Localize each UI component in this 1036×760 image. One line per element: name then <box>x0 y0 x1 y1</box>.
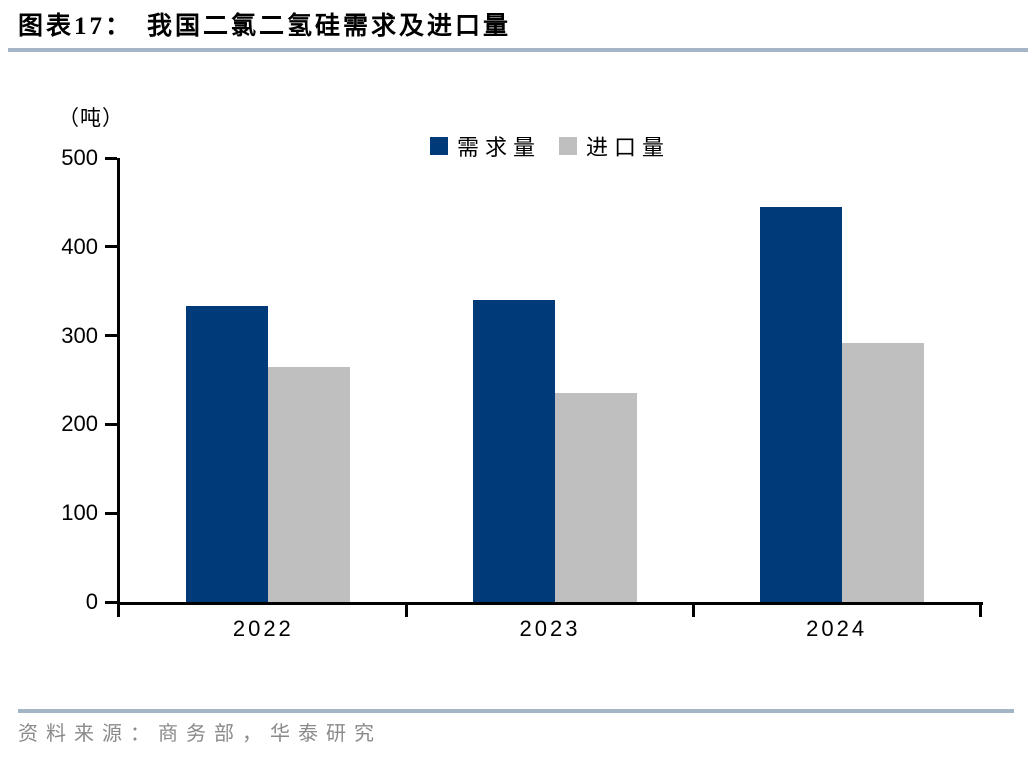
demand-swatch-icon <box>429 137 448 155</box>
x-axis-line <box>117 602 983 605</box>
x-tick <box>117 602 120 617</box>
x-tick <box>405 602 409 617</box>
title-divider <box>8 48 1028 52</box>
legend-item-demand: 需求量 <box>429 130 541 162</box>
bar-demand-2022 <box>186 306 269 602</box>
y-tick-label: 300 <box>61 322 98 348</box>
bar-demand-2023 <box>473 300 555 602</box>
y-tick <box>105 156 117 160</box>
bar-import-2024 <box>841 342 924 602</box>
y-tick <box>105 334 117 338</box>
figure-label: 图表17： <box>18 13 134 40</box>
bar-import-2022 <box>268 366 351 602</box>
y-tick <box>105 600 117 604</box>
legend-item-import: 进口量 <box>559 130 670 162</box>
y-tick-label: 100 <box>61 500 98 526</box>
y-tick <box>105 511 117 515</box>
x-tick-label: 2022 <box>232 616 294 641</box>
figure-title: 图表17： 我国二氯二氢硅需求及进口量 <box>18 6 511 42</box>
plot-area: 0 100 200 300 400 500 2022 2023 2024 <box>61 146 983 641</box>
x-tick <box>978 602 982 617</box>
x-tick-label: 2023 <box>519 616 581 641</box>
legend-label-demand: 需求量 <box>456 135 541 160</box>
bar-demand-2024 <box>759 206 842 602</box>
x-tick <box>691 602 695 617</box>
footer-divider <box>18 709 1014 713</box>
legend-label-import: 进口量 <box>586 135 671 160</box>
y-tick-label: 0 <box>85 589 98 614</box>
figure-name: 我国二氯二氢硅需求及进口量 <box>147 13 512 40</box>
y-tick <box>105 422 117 426</box>
y-tick-label: 500 <box>61 145 98 170</box>
y-tick-label: 400 <box>61 233 98 259</box>
y-tick <box>105 245 117 249</box>
y-axis-unit-label: （吨） <box>58 106 124 130</box>
bar-import-2023 <box>555 393 637 602</box>
x-tick-label: 2024 <box>806 616 868 641</box>
import-swatch-icon <box>559 137 577 155</box>
source-note: 资料来源：商务部，华泰研究 <box>18 723 382 745</box>
chart-legend: 需求量 进口量 <box>120 130 980 162</box>
y-axis-line <box>117 158 120 605</box>
y-tick-label: 200 <box>61 411 98 437</box>
